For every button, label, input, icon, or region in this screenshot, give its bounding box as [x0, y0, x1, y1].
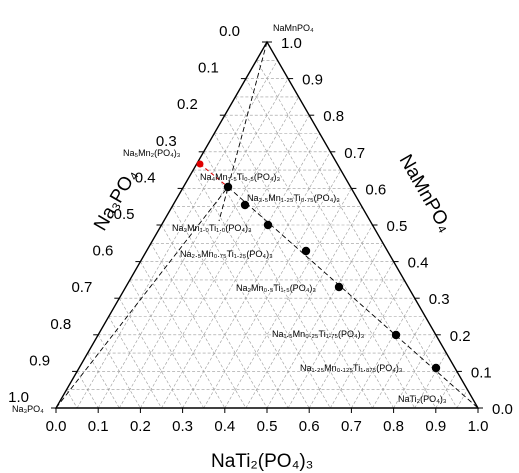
grid-line: [456, 389, 468, 409]
red-point-label: Na₅Mn₂(PO₄)₃: [123, 148, 181, 158]
data-point-red: [196, 160, 204, 168]
grid-line: [108, 316, 162, 409]
red-guide-line: [199, 163, 229, 188]
grid-line: [76, 371, 99, 409]
tick-label-left: 0.4: [135, 169, 156, 186]
point-label: Na₂Mn₀.₅Ti₁.₅(PO₄)₃: [236, 283, 316, 293]
tick-label-right: 0.5: [387, 218, 408, 235]
data-point: [301, 246, 311, 256]
tick-labels: 0.0 0.0 0.0 0.1 0.1 0.1 0.2 0.2 0.2 0.3 0.3 0.3 0.4 0…: [8, 23, 513, 435]
grid-line: [203, 169, 342, 409]
tick-marks: [51, 41, 483, 413]
point-label: Na₃.₅Mn₁.₂₅Ti₀.₇₅(PO₄)₃: [247, 193, 340, 203]
grid-line: [266, 224, 373, 409]
axis-title-bottom: NaTi₂(PO₄)₃: [211, 451, 313, 472]
grid-line: [87, 352, 120, 409]
grid-line: [76, 60, 278, 409]
tick-label-right: 0.7: [344, 145, 365, 162]
grid-line: [351, 298, 415, 409]
data-points: [196, 160, 441, 373]
data-point: [223, 182, 233, 192]
tick-label-left: 0.8: [50, 316, 71, 333]
tick-label-left: 0.5: [114, 206, 135, 223]
tick-label-bottom: 1.0: [468, 418, 489, 435]
tick-label-bottom: 0.3: [172, 418, 193, 435]
tick-label-right: 0.6: [365, 181, 386, 198]
grid-line: [330, 279, 405, 409]
vertex-top-label: NaMnPO₄: [273, 23, 314, 33]
point-label: Na₃Mn₁.₀Ti₁.₀(PO₄)₃: [172, 223, 252, 233]
tick-label-left: 0.6: [93, 243, 114, 260]
grid-line: [140, 261, 226, 409]
grid-line: [308, 261, 394, 409]
tick-label-right: 1.0: [281, 35, 302, 52]
grid-line: [414, 352, 447, 409]
grid-line: [97, 334, 141, 409]
guide-lines: [55, 41, 479, 409]
grid-line: [245, 206, 363, 409]
grid-line: [224, 188, 352, 409]
tick-label-bottom: 0.5: [257, 418, 278, 435]
grid-line: [66, 389, 78, 409]
grid-line: [372, 316, 426, 409]
tick-label-bottom: 0.0: [46, 418, 67, 435]
grid-line: [256, 60, 458, 409]
point-label: Na₂.₅Mn₀.₇₅Ti₁.₂₅(PO₄)₃: [180, 249, 273, 259]
tick-label-right: 0.0: [492, 401, 513, 418]
point-label: Na₁.₂₅Mn₀.₁₂₅Ti₁.₈₇₅(PO₄)₃: [300, 363, 403, 373]
tick-label-left: 0.7: [71, 279, 92, 296]
tick-label-right: 0.3: [429, 291, 450, 308]
tick-label-left: 0.9: [29, 352, 50, 369]
tick-label-bottom: 0.1: [88, 418, 109, 435]
grid-lines: [66, 59, 468, 409]
grid-line: [435, 371, 458, 409]
tick-label-bottom: 0.4: [214, 418, 235, 435]
tick-label-bottom: 0.8: [383, 418, 404, 435]
vertex-left-label: Na₃PO₄: [12, 404, 44, 414]
data-point: [263, 220, 273, 230]
tick-label-bottom: 0.2: [130, 418, 151, 435]
data-point: [334, 282, 344, 292]
tick-label-left: 0.3: [156, 133, 177, 150]
point-labels: Na₄Mn₁.₅Ti₀.₅(PO₄)₃ Na₃.₅Mn₁.₂₅Ti₀.₇₅(PO₄…: [123, 148, 403, 373]
data-point: [391, 330, 401, 340]
grid-line: [140, 115, 310, 409]
vertex-right-label: NaTi₂(PO₄)₃: [398, 394, 447, 404]
grid-line: [161, 133, 321, 409]
grid-line: [150, 243, 247, 409]
grid-line: [393, 334, 437, 409]
tick-label-right: 0.1: [471, 364, 492, 381]
tick-label-left: 0.0: [219, 23, 240, 40]
grid-line: [171, 206, 289, 409]
tick-label-left: 1.0: [8, 389, 29, 406]
axis-title-left: Na₃PO₄: [90, 166, 142, 235]
tick-label-right: 0.2: [450, 328, 471, 345]
guide-line: [218, 41, 268, 222]
tick-label-left: 0.2: [177, 96, 198, 113]
data-point: [431, 363, 441, 373]
tick-label-left: 0.1: [198, 60, 219, 77]
tick-label-right: 0.4: [408, 255, 429, 272]
tick-label-bottom: 0.7: [341, 418, 362, 435]
point-label: Na₁.₅Mn₀.₂₅Ti₁.₇₅(PO₄)₃: [272, 329, 365, 339]
grid-line: [224, 115, 394, 409]
tick-label-bottom: 0.9: [425, 418, 446, 435]
grid-line: [213, 133, 373, 409]
tick-label-right: 0.9: [302, 72, 323, 89]
grid-line: [287, 243, 384, 409]
point-label: Na₄Mn₁.₅Ti₀.₅(PO₄)₃: [200, 172, 281, 182]
grid-line: [192, 169, 331, 409]
grid-line: [119, 298, 183, 409]
data-point: [240, 200, 250, 210]
tick-label-bottom: 0.6: [299, 418, 320, 435]
tick-label-right: 0.8: [323, 108, 344, 125]
grid-line: [161, 224, 268, 409]
guide-line: [55, 186, 229, 409]
